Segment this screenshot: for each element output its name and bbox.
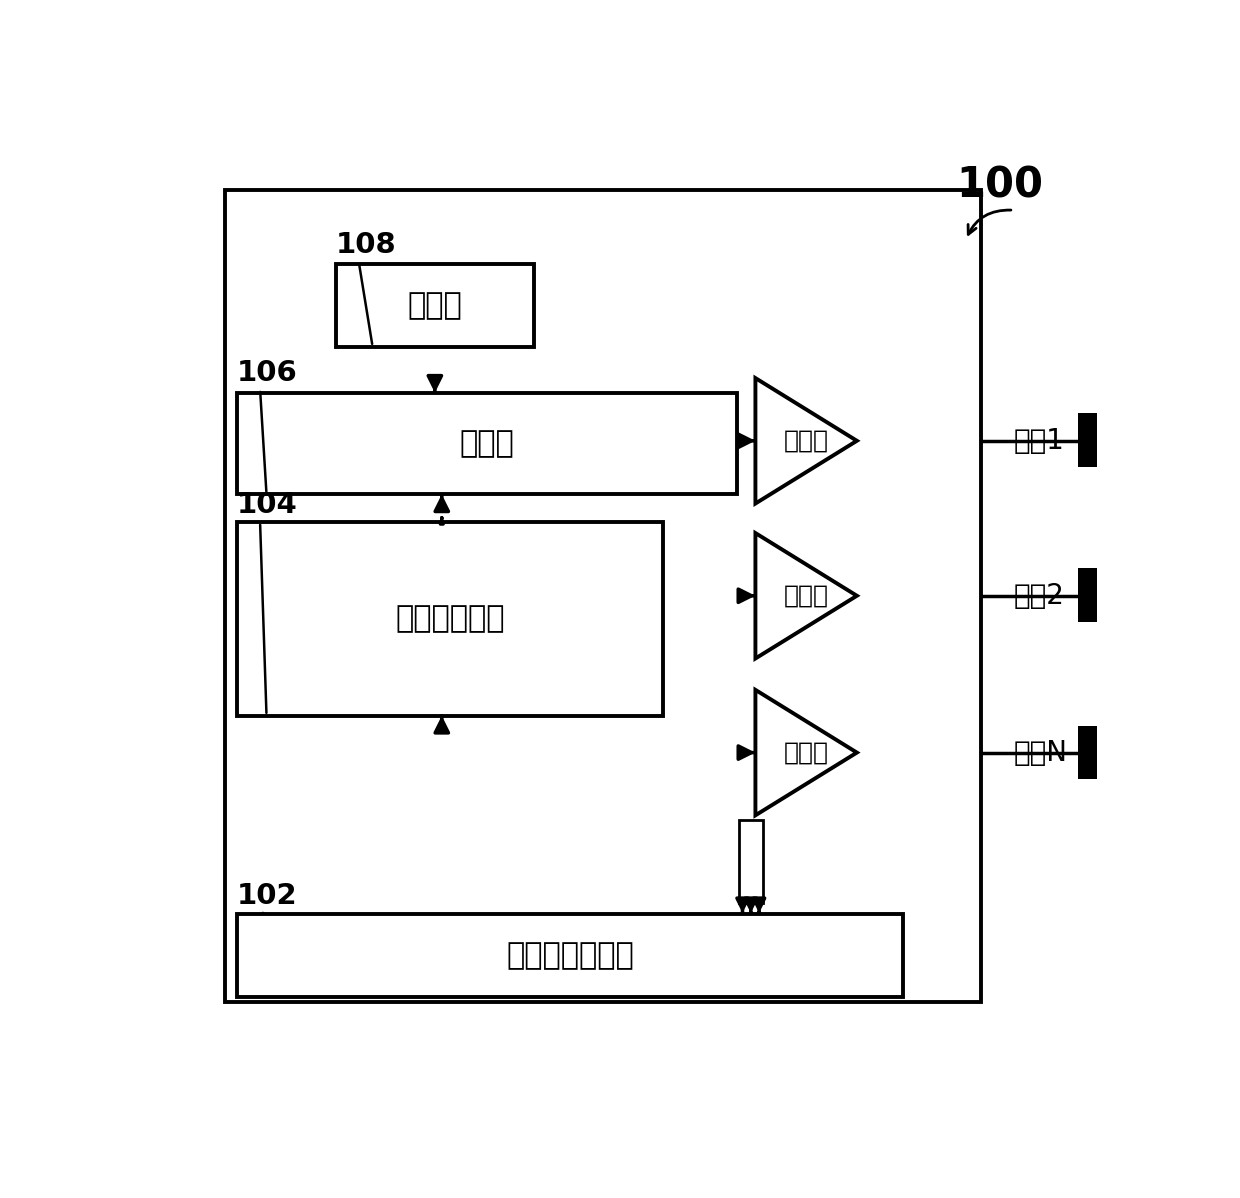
Bar <box>1079 726 1111 780</box>
Text: 驱动器: 驱动器 <box>784 429 828 453</box>
Polygon shape <box>755 690 857 816</box>
Polygon shape <box>755 379 857 503</box>
Bar <box>1079 568 1111 622</box>
Text: 天线1: 天线1 <box>1014 426 1065 455</box>
Text: 106: 106 <box>237 358 298 387</box>
Text: 电流和相位测量: 电流和相位测量 <box>506 940 634 970</box>
Text: 天线N: 天线N <box>1014 739 1068 767</box>
Polygon shape <box>755 533 857 659</box>
Text: 驱动器: 驱动器 <box>784 740 828 764</box>
Text: 100: 100 <box>956 164 1043 206</box>
Text: 调制器: 调制器 <box>408 291 463 320</box>
Text: 驱动器: 驱动器 <box>784 583 828 607</box>
Bar <box>237 522 663 715</box>
Bar <box>336 264 534 346</box>
Text: 天线2: 天线2 <box>1014 582 1065 610</box>
Bar <box>237 393 737 495</box>
Text: 102: 102 <box>237 882 298 909</box>
Text: 104: 104 <box>237 491 298 520</box>
Bar <box>739 819 763 903</box>
Text: 天线特性计算: 天线特性计算 <box>396 604 505 634</box>
Bar <box>224 189 981 1002</box>
Bar <box>237 914 903 997</box>
Text: 108: 108 <box>336 231 397 259</box>
Text: 控制器: 控制器 <box>460 429 515 458</box>
Bar <box>1079 413 1111 466</box>
